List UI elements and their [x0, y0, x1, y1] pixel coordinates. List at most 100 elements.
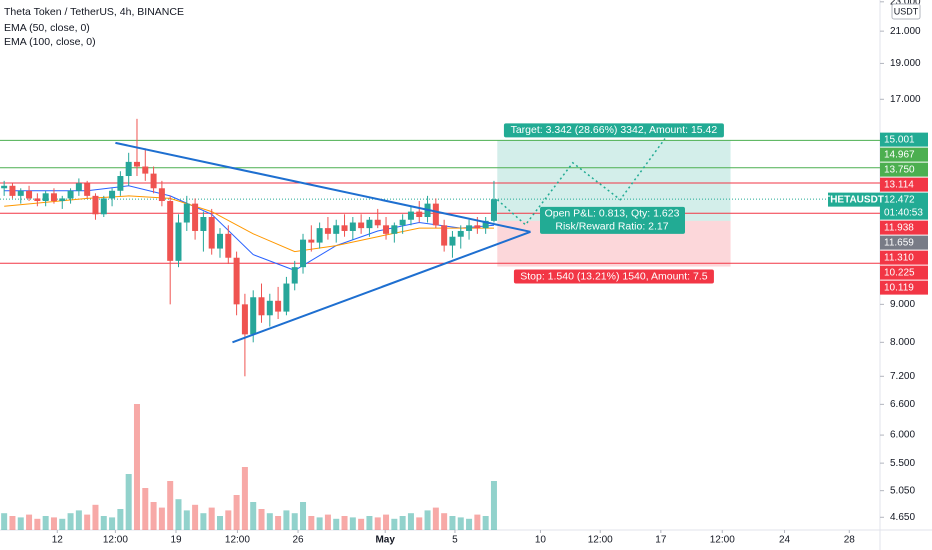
- volume-bar: [416, 517, 423, 530]
- y-tick-label: 9.000: [890, 299, 915, 310]
- candle-body: [1, 185, 8, 189]
- volume-bar: [175, 499, 182, 530]
- volume-bar: [324, 514, 331, 530]
- candle-body: [441, 225, 448, 246]
- volume-bar: [158, 507, 165, 530]
- candle-body: [208, 217, 215, 249]
- candle-body: [125, 161, 132, 177]
- candle-body: [150, 173, 157, 189]
- level-box: [880, 250, 928, 265]
- level-label: 10.225: [884, 267, 915, 278]
- volume-bar: [167, 481, 174, 530]
- candle-body: [482, 220, 489, 229]
- rr-label: Risk/Reward Ratio: 2.17: [555, 221, 668, 233]
- target-label-box: [503, 123, 724, 138]
- x-tick-label: 19: [170, 535, 182, 546]
- candle-body: [142, 166, 149, 174]
- y-tick-label: 17.000: [890, 94, 921, 105]
- candle-body: [42, 193, 49, 202]
- level-box: [880, 235, 928, 250]
- candle-body: [341, 225, 348, 231]
- volume-bar: [308, 516, 315, 530]
- volume-bar: [432, 507, 439, 530]
- volume-bar: [449, 516, 456, 530]
- x-tick-label: 12:00: [103, 535, 128, 546]
- candle-body: [175, 222, 182, 261]
- candle-body: [391, 225, 398, 234]
- volume-bar: [333, 518, 340, 530]
- projection-path: [496, 138, 666, 226]
- x-tick-label: 12:00: [588, 535, 613, 546]
- x-tick-label: 10: [535, 535, 547, 546]
- volume-bar: [258, 509, 265, 530]
- volume-bar: [275, 516, 282, 530]
- candle-body: [266, 300, 273, 316]
- candle-body: [183, 203, 190, 223]
- candle-body: [26, 190, 33, 199]
- symbol-box: [828, 192, 880, 207]
- volume-bar: [100, 516, 107, 530]
- candle-body: [84, 183, 91, 196]
- level-box: [880, 265, 928, 280]
- candle-body: [100, 198, 107, 215]
- y-tick-label: 21.000: [890, 26, 921, 37]
- candle-body: [466, 225, 473, 231]
- level-box: [880, 132, 928, 147]
- candle-body: [416, 211, 423, 218]
- candle-body: [366, 219, 373, 229]
- volume-bar: [200, 513, 207, 530]
- volume-bar: [17, 517, 24, 530]
- target-label: Target: 3.342 (28.66%) 3342, Amount: 15.…: [511, 124, 718, 136]
- x-tick-label: 5: [452, 535, 458, 546]
- candle-body: [291, 267, 298, 284]
- candle-body: [474, 225, 481, 229]
- x-tick-label: 17: [655, 535, 667, 546]
- candle-body: [275, 300, 282, 312]
- level-box: [880, 220, 928, 235]
- x-tick-label: 12:00: [225, 535, 250, 546]
- last-price: 12.472: [884, 194, 915, 205]
- candle-body: [217, 233, 223, 249]
- candle-body: [225, 233, 232, 258]
- volume-bar: [26, 514, 33, 530]
- volume-bar: [383, 514, 390, 530]
- y-tick-label: 6.000: [890, 430, 915, 441]
- level-label: 11.659: [884, 237, 914, 248]
- candle-body: [300, 239, 307, 268]
- candle-body: [17, 190, 24, 196]
- candle-body: [349, 222, 356, 231]
- level-box: [880, 177, 928, 192]
- last-box: [880, 192, 928, 220]
- countdown: 01:40:53: [884, 207, 923, 218]
- volume-bar: [424, 510, 431, 530]
- pnl-box: [540, 206, 685, 234]
- volume-bar: [474, 514, 481, 530]
- candle-body: [449, 236, 456, 246]
- candle-body: [399, 219, 406, 226]
- volume-bar: [142, 488, 149, 530]
- volume-bar: [217, 516, 223, 530]
- candle-body: [490, 199, 497, 221]
- volume-bar: [291, 513, 298, 530]
- candle-body: [158, 188, 165, 202]
- y-tick-label: 5.050: [890, 485, 915, 496]
- volume-bar: [250, 502, 257, 530]
- y-tick-label: 19.000: [890, 58, 921, 69]
- volume-bar: [125, 474, 132, 530]
- volume-bar: [233, 495, 240, 530]
- candle-body: [67, 190, 74, 199]
- level-label: 11.310: [884, 252, 914, 263]
- candle-body: [34, 198, 41, 202]
- volume-bar: [266, 513, 273, 530]
- volume-bar: [349, 517, 356, 530]
- level-label: 14.967: [884, 149, 915, 160]
- candle-body: [117, 176, 124, 191]
- level-label: 10.119: [884, 282, 914, 293]
- level-box: [880, 280, 928, 295]
- chart-title: Theta Token / TetherUS, 4h, BINANCE: [4, 6, 184, 18]
- volume-bar: [441, 513, 448, 530]
- volume-bar: [374, 517, 381, 530]
- pnl-label: Open P&L: 0.813, Qty: 1.623: [545, 208, 680, 220]
- level-label: 11.938: [884, 222, 914, 233]
